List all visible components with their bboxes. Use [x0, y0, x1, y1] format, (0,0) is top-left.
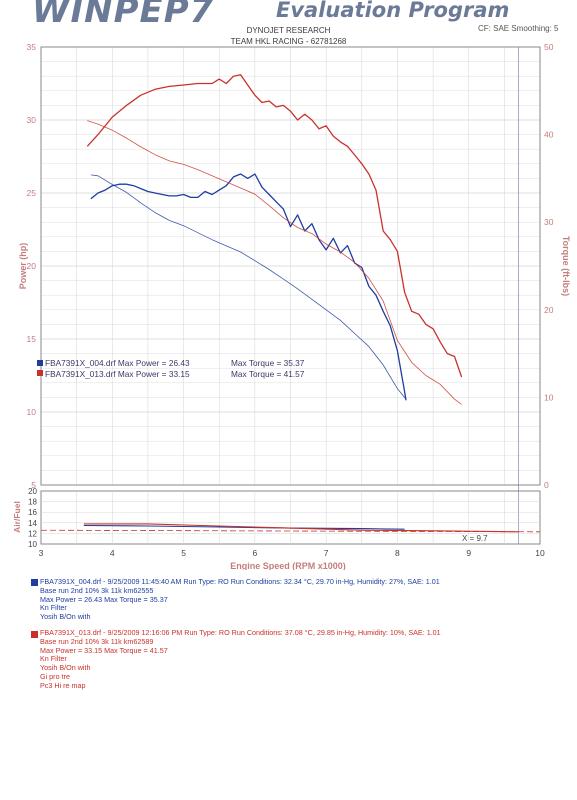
main-plot-frame	[40, 46, 541, 486]
airfuel-tick-label: 18	[28, 498, 37, 507]
rpm-tick-label: 9	[466, 548, 471, 558]
run1-info-line: Yosih B/On with	[40, 612, 91, 622]
torque-tick-label: 50	[544, 42, 554, 52]
run1-info-line: Base run 2nd 10% 3k 11k km62555	[40, 585, 154, 595]
run2-info-line: Gi pro tre	[40, 671, 70, 681]
airfuel-tick-label: 10	[28, 540, 37, 549]
run1-info-swatch	[31, 579, 38, 586]
run2-info-line: Pc3 Hi re map	[40, 680, 86, 690]
main-series-group	[86, 74, 463, 405]
team-name: TEAM HKL RACING - 62781268	[230, 37, 347, 46]
rpm-tick-label: 7	[324, 548, 329, 558]
winpep-logo: WINPEP7	[32, 0, 215, 26]
airfuel-axis-label: Air/Fuel	[12, 501, 22, 533]
run2-info-line: Base run 2nd 10% 3k 11k km62589	[40, 636, 154, 646]
rpm-tick-label: 3	[39, 548, 44, 558]
legend-run2-torque: Max Torque = 41.57	[231, 369, 305, 379]
run2-info-swatch	[31, 631, 38, 638]
series-line-power	[90, 173, 407, 401]
airfuel-annotation: X = 9.7	[462, 534, 488, 543]
torque-tick-label: 10	[544, 392, 554, 402]
airfuel-tick-label: 20	[28, 487, 37, 496]
torque-tick-label: 0	[544, 480, 549, 490]
rpm-tick-label: 4	[110, 548, 115, 558]
power-tick-label: 30	[27, 115, 37, 125]
airfuel-tick-label: 16	[28, 508, 37, 517]
power-axis-label: Power (hp)	[18, 243, 28, 290]
correction-factor-text: CF: SAE Smoothing: 5	[478, 24, 559, 33]
main-grid	[41, 47, 540, 544]
run2-info: FBA7391X_013.drf - 9/25/2009 12:16:06 PM…	[40, 628, 441, 691]
torque-axis-ticks: 0 10 20 30 40 50	[544, 42, 554, 490]
rpm-tick-label: 8	[395, 548, 400, 558]
airfuel-tick-label: 14	[28, 519, 37, 528]
torque-tick-label: 40	[544, 130, 554, 140]
series-line-torque	[87, 120, 462, 405]
power-tick-label: 20	[27, 261, 37, 271]
run1-info-line: FBA7391X_004.drf - 9/25/2009 11:45:40 AM…	[40, 577, 440, 586]
torque-axis-label: Torque (ft-lbs)	[561, 236, 571, 296]
power-axis-ticks: 5 10 15 20 25 30 35	[27, 42, 37, 490]
legend-run1-power: FBA7391X_004.drf Max Power = 26.43	[45, 358, 190, 368]
run2-info-line: FBA7391X_013.drf - 9/25/2009 12:16:06 PM…	[40, 628, 441, 637]
rpm-axis-label: Engine Speed (RPM x1000)	[230, 561, 346, 570]
legend-run2-power: FBA7391X_013.drf Max Power = 33.15	[45, 369, 190, 379]
power-tick-label: 15	[27, 334, 37, 344]
power-tick-label: 35	[27, 42, 37, 52]
power-tick-label: 10	[27, 407, 37, 417]
torque-tick-label: 30	[544, 217, 554, 227]
run2-info-line: Max Power = 33.15 Max Torque = 41.57	[40, 645, 168, 655]
page-title: Evaluation Program	[276, 0, 510, 22]
company-name: DYNOJET RESEARCH	[246, 26, 331, 35]
run1-info-line: Kn Filter	[40, 603, 67, 613]
series-line-torque	[90, 174, 407, 400]
airfuel-series-group	[83, 523, 519, 533]
run1-info: FBA7391X_004.drf - 9/25/2009 11:45:40 AM…	[40, 577, 440, 622]
airfuel-series-line	[83, 523, 519, 533]
rpm-tick-label: 6	[252, 548, 257, 558]
rpm-tick-label: 5	[181, 548, 186, 558]
run2-info-line: Kn Filter	[40, 654, 67, 664]
run2-info-line: Yosih B/On with	[40, 663, 91, 673]
airfuel-tick-label: 12	[28, 529, 37, 538]
legend-run1-torque: Max Torque = 35.37	[231, 358, 305, 368]
torque-tick-label: 20	[544, 305, 554, 315]
legend-swatch-run2	[37, 370, 43, 376]
series-line-power	[86, 74, 463, 378]
rpm-axis-ticks: 3 4 5 6 7 8 9 10	[39, 548, 545, 558]
header-band: WINPEP7 Evaluation Program	[0, 0, 577, 26]
run1-info-line: Max Power = 26.43 Max Torque = 35.37	[40, 594, 168, 604]
power-tick-label: 5	[31, 480, 36, 490]
rpm-tick-label: 10	[535, 548, 545, 558]
power-tick-label: 25	[27, 188, 37, 198]
legend-swatch-run1	[37, 360, 43, 366]
airfuel-series-line	[83, 524, 405, 530]
